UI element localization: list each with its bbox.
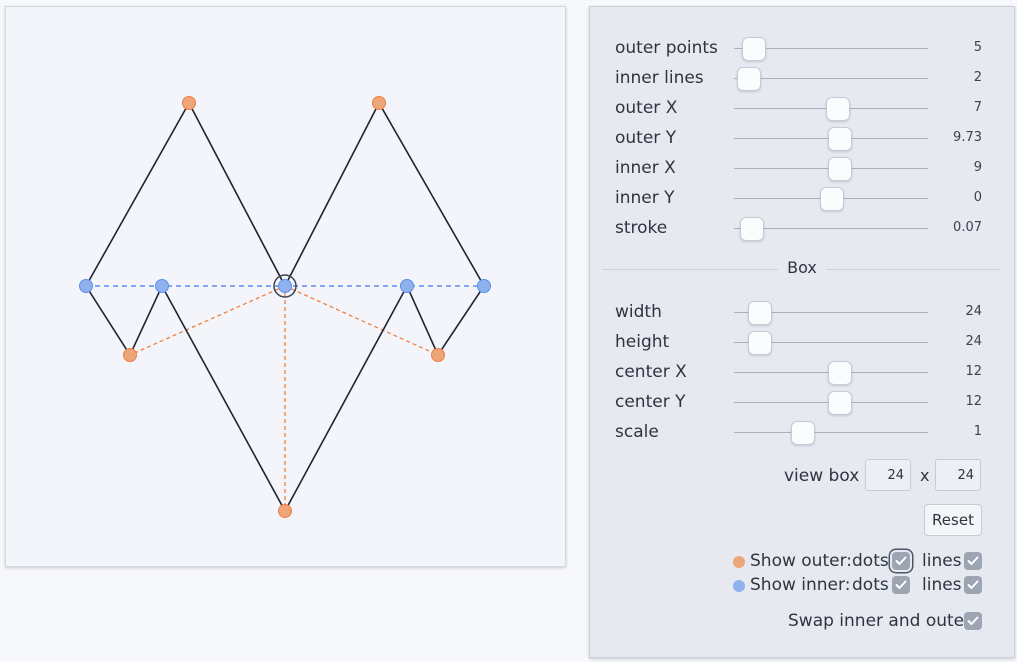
slider-thumb[interactable] — [825, 97, 850, 121]
reset-button[interactable]: Reset — [924, 504, 982, 536]
slider-row-height: height 24 — [590, 328, 1014, 358]
canvas-area[interactable] — [5, 6, 566, 567]
slider-track[interactable] — [734, 48, 928, 49]
star-drawing[interactable] — [6, 7, 565, 566]
check-icon — [967, 580, 979, 589]
slider-value: 9.73 — [953, 130, 982, 145]
slider-row-inner-x: inner X 9 — [590, 154, 1014, 184]
view-box-label: view box — [784, 466, 860, 486]
outer-guide-line — [129, 285, 286, 356]
outer-legend-dot — [733, 556, 745, 568]
slider-value: 0 — [973, 190, 982, 205]
swap-checkbox[interactable] — [964, 612, 982, 630]
slider-row-inner-y: inner Y 0 — [590, 184, 1014, 214]
outer-point-dot — [123, 348, 137, 362]
slider-value: 24 — [965, 334, 982, 349]
outer-guide-line — [284, 285, 439, 356]
inner-dots-label: dots — [852, 575, 889, 595]
slider-value: 5 — [973, 40, 982, 55]
slider-track[interactable] — [734, 312, 928, 313]
slider-label: inner Y — [615, 188, 675, 208]
slider-value: 7 — [973, 100, 982, 115]
outer-point-dot — [182, 96, 196, 110]
inner-lines-checkbox[interactable] — [964, 576, 982, 594]
slider-row-inner-lines: inner lines 2 — [590, 64, 1014, 94]
slider-thumb[interactable] — [790, 421, 815, 445]
slider-track[interactable] — [734, 342, 928, 343]
outer-point-dot — [431, 348, 445, 362]
slider-value: 24 — [965, 304, 982, 319]
slider-label: center Y — [615, 392, 686, 412]
control-panel: outer points 5 inner lines 2 outer X 7 outer Y… — [589, 6, 1015, 658]
slider-value: 2 — [973, 70, 982, 85]
slider-row-center-x: center X 12 — [590, 358, 1014, 388]
check-icon — [967, 616, 979, 625]
slider-thumb[interactable] — [742, 37, 767, 61]
outer-point-dot — [278, 504, 292, 518]
slider-row-outer-points: outer points 5 — [590, 34, 1014, 64]
slider-thumb[interactable] — [827, 157, 852, 181]
slider-value: 9 — [973, 160, 982, 175]
slider-thumb[interactable] — [748, 301, 773, 325]
slider-thumb[interactable] — [748, 331, 773, 355]
slider-thumb[interactable] — [740, 217, 765, 241]
slider-value: 12 — [965, 394, 982, 409]
inner-lines-label: lines — [922, 575, 962, 595]
slider-label: center X — [615, 362, 687, 382]
slider-value: 12 — [965, 364, 982, 379]
slider-label: outer X — [615, 98, 678, 118]
slider-track[interactable] — [734, 78, 928, 79]
inner-dots-checkbox[interactable] — [892, 576, 910, 594]
slider-label: height — [615, 332, 670, 352]
show-outer-row: Show outer: dots lines — [590, 551, 1014, 573]
outer-lines-checkbox[interactable] — [964, 552, 982, 570]
slider-thumb[interactable] — [827, 127, 852, 151]
view-box-x-label: x — [920, 466, 930, 485]
check-icon — [895, 580, 907, 589]
slider-value: 1 — [973, 424, 982, 439]
slider-label: inner lines — [615, 68, 704, 88]
slider-row-center-y: center Y 12 — [590, 388, 1014, 418]
inner-point-dot — [155, 279, 169, 293]
check-icon — [967, 556, 979, 565]
slider-row-outer-y: outer Y 9.73 — [590, 124, 1014, 154]
outer-dots-label: dots — [852, 551, 889, 571]
inner-point-dot — [477, 279, 491, 293]
inner-point-dot — [79, 279, 93, 293]
selected-point-ring — [273, 274, 297, 298]
slider-row-stroke: stroke 0.07 — [590, 214, 1014, 244]
outer-point-dot — [372, 96, 386, 110]
slider-thumb[interactable] — [820, 187, 844, 211]
swap-label: Swap inner and outer — [788, 611, 972, 631]
slider-label: scale — [615, 422, 659, 442]
swap-row: Swap inner and outer — [590, 611, 1014, 633]
box-section-label: Box — [778, 258, 826, 277]
slider-row-outer-x: outer X 7 — [590, 94, 1014, 124]
slider-label: inner X — [615, 158, 676, 178]
slider-value: 0.07 — [953, 220, 982, 235]
inner-point-dot — [400, 279, 414, 293]
slider-row-width: width 24 — [590, 298, 1014, 328]
slider-label: width — [615, 302, 662, 322]
slider-track[interactable] — [734, 432, 928, 433]
show-inner-label: Show inner: — [750, 575, 851, 595]
show-inner-row: Show inner: dots lines — [590, 575, 1014, 597]
view-box-height-input[interactable] — [935, 459, 981, 491]
outer-dots-checkbox[interactable] — [892, 552, 910, 570]
slider-thumb[interactable] — [827, 361, 852, 385]
slider-label: stroke — [615, 218, 668, 238]
check-icon — [895, 556, 907, 565]
view-box-width-input[interactable] — [865, 459, 911, 491]
show-outer-label: Show outer: — [750, 551, 852, 571]
slider-track[interactable] — [734, 228, 928, 229]
slider-row-scale: scale 1 — [590, 418, 1014, 448]
slider-label: outer points — [615, 38, 718, 58]
inner-legend-dot — [733, 580, 745, 592]
slider-thumb[interactable] — [827, 391, 852, 415]
slider-label: outer Y — [615, 128, 677, 148]
slider-thumb[interactable] — [736, 67, 761, 91]
outer-lines-label: lines — [922, 551, 962, 571]
inner-point-dot — [278, 279, 292, 293]
